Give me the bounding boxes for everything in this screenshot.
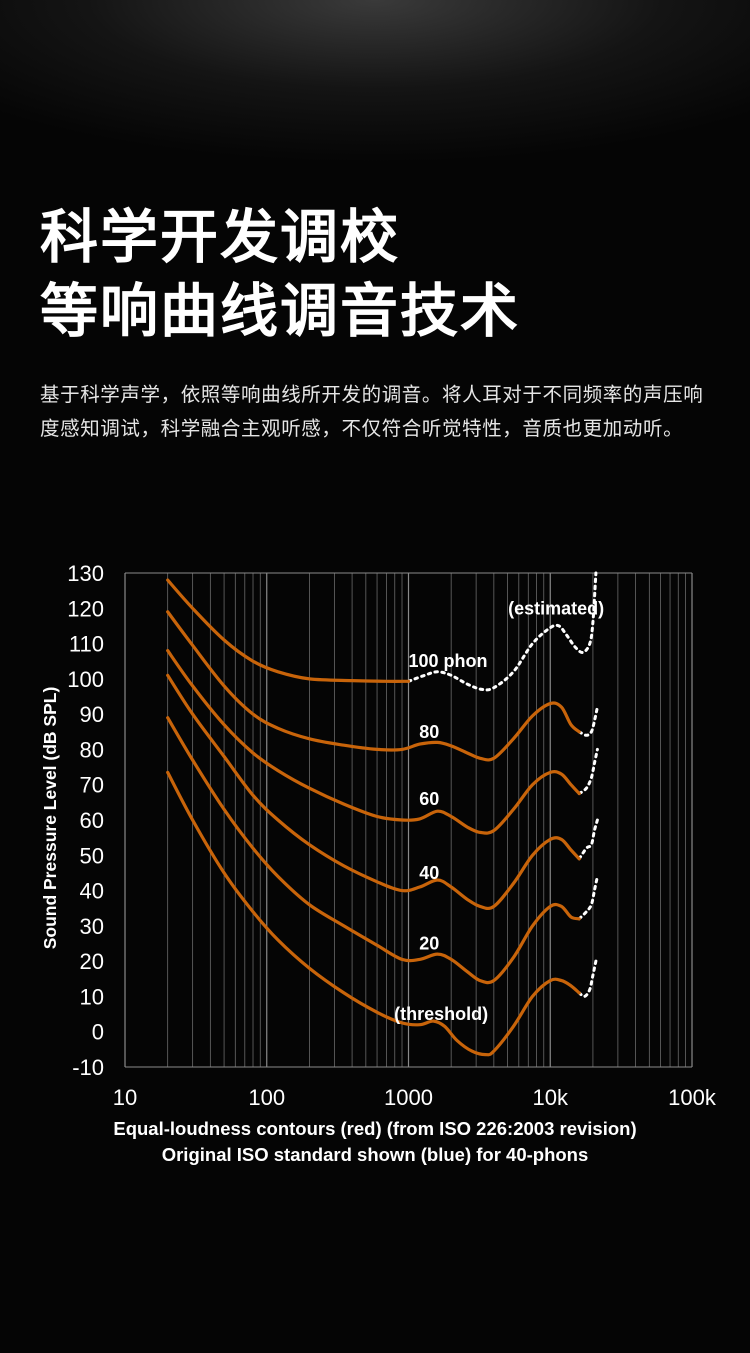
contour-line-20	[166, 716, 581, 985]
contour-line-threshold	[166, 770, 581, 1057]
y-tick-label: 100	[67, 667, 104, 692]
y-axis-label: Sound Pressure Level (dB SPL)	[40, 687, 60, 950]
annotation-label: (estimated)	[508, 598, 604, 618]
y-tick-label: 60	[80, 808, 104, 833]
y-tick-label: 80	[80, 737, 104, 762]
contour-line-80	[166, 610, 581, 762]
estimated-line-20	[577, 875, 599, 921]
annotation-label: 100 phon	[409, 651, 488, 671]
x-tick-label: 100	[248, 1085, 285, 1110]
y-tick-label: 110	[69, 632, 104, 657]
curve-annotations: (estimated) 100 phon 80 60 40 20 (threshold)	[394, 598, 604, 1024]
y-tick-label: 130	[67, 561, 104, 586]
chart-caption-line1: Equal-loudness contours (red) (from ISO …	[113, 1118, 637, 1139]
contour-line-100-phon	[166, 578, 411, 683]
y-tick-label: 20	[80, 949, 104, 974]
y-tick-label: 10	[80, 984, 104, 1009]
y-tick-label: 40	[80, 879, 104, 904]
page-title-line1: 科学开发调校	[40, 203, 401, 271]
y-tick-label: 0	[92, 1020, 104, 1045]
description-text: 基于科学声学，依照等响曲线所开发的调音。将人耳对于不同频率的声压响度感知调试，科…	[40, 383, 704, 440]
estimated-line-40	[577, 818, 599, 861]
y-tick-label: 120	[67, 596, 104, 621]
y-tick-label: 70	[80, 773, 104, 798]
y-tick-label: 30	[80, 914, 104, 939]
annotation-label: 60	[419, 789, 439, 809]
estimated-line-100-phon	[407, 571, 598, 692]
chart-caption-line2: Original ISO standard shown (blue) for 4…	[161, 1144, 589, 1165]
annotation-label: 20	[419, 934, 439, 954]
contour-line-60	[166, 649, 581, 835]
y-tick-label: 50	[80, 843, 104, 868]
x-tick-label: 1000	[384, 1085, 433, 1110]
contour-line-40	[166, 673, 581, 911]
y-tick-label: -10	[72, 1055, 104, 1080]
annotation-label: (threshold)	[394, 1004, 488, 1024]
annotation-label: 40	[419, 863, 439, 883]
page-title-line2: 等响曲线调音技术	[40, 277, 521, 345]
estimated-line-60	[577, 747, 599, 795]
x-tick-label: 100k	[668, 1085, 717, 1110]
estimated-line-80	[577, 705, 599, 737]
chart-grid	[124, 572, 693, 1068]
series-lines	[166, 571, 599, 1057]
x-tick-labels: 10 100 1000 10k 100k	[113, 1085, 717, 1110]
annotation-label: 80	[419, 722, 439, 742]
y-tick-label: 90	[80, 702, 104, 727]
x-tick-label: 10	[113, 1085, 137, 1110]
estimated-line-threshold	[577, 959, 598, 998]
x-tick-label: 10k	[533, 1085, 569, 1110]
